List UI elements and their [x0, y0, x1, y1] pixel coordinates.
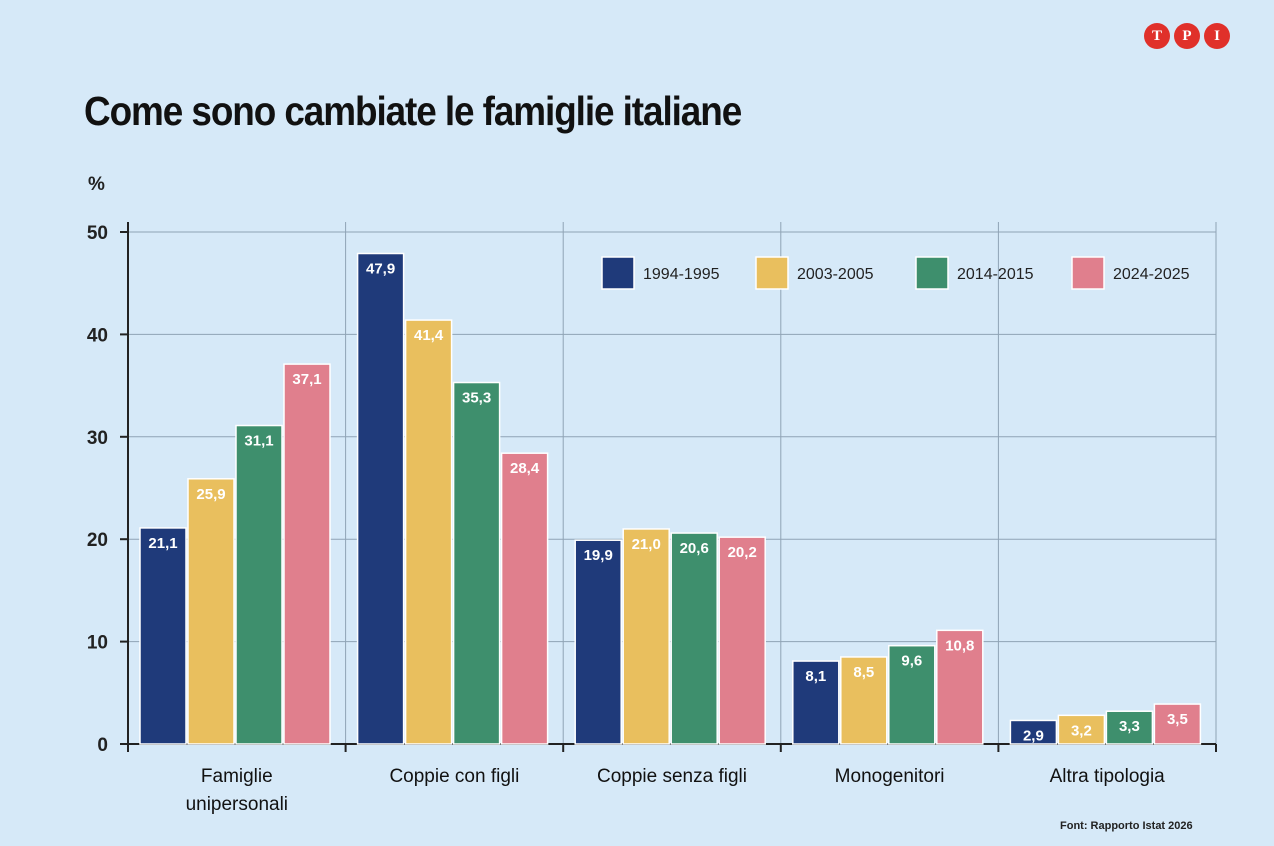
bar [1105, 710, 1154, 745]
legend-label: 2003-2005 [797, 266, 874, 283]
tpi-logo: T P I [1144, 23, 1230, 49]
legend-label: 2024-2025 [1113, 266, 1190, 283]
bar [404, 319, 453, 745]
x-category-label: Coppie senza figli [597, 766, 747, 787]
bar [840, 656, 888, 745]
bar [622, 528, 670, 745]
bar-value-label: 25,9 [196, 486, 225, 503]
bar-value-label: 20,2 [728, 544, 757, 561]
bar-value-label: 2,9 [1023, 727, 1044, 744]
bar-value-label: 21,1 [148, 535, 177, 552]
y-axis-unit: % [88, 174, 105, 195]
legend-swatch [915, 256, 949, 290]
x-category-label: Famiglie [201, 766, 273, 787]
bar-value-label: 10,8 [945, 637, 974, 654]
legend-swatch [1071, 256, 1105, 290]
logo-letter-p: P [1174, 23, 1200, 49]
bar-value-label: 21,0 [632, 536, 661, 553]
bar [1057, 714, 1106, 745]
bar [1009, 719, 1058, 745]
bar-value-label: 35,3 [462, 390, 491, 407]
source-note: Font: Rapporto Istat 2026 [1060, 820, 1193, 832]
bar [139, 527, 187, 745]
bar [718, 536, 766, 745]
x-category-label: unipersonali [186, 794, 288, 815]
bar-value-label: 9,6 [901, 653, 922, 670]
legend-swatch [601, 256, 635, 290]
bar [187, 478, 235, 745]
y-tick-label: 20 [87, 530, 108, 551]
chart-title: Come sono cambiate le famiglie italiane [84, 88, 742, 134]
bar-value-label: 37,1 [292, 371, 321, 388]
logo-letter-i: I [1204, 23, 1230, 49]
bar [452, 381, 501, 745]
bar-value-label: 31,1 [244, 433, 273, 450]
bar [283, 363, 331, 745]
legend-label: 2014-2015 [957, 266, 1034, 283]
x-category-label: Altra tipologia [1050, 766, 1166, 787]
bar-value-label: 3,5 [1167, 711, 1188, 728]
bar [1153, 703, 1202, 745]
y-tick-label: 30 [87, 428, 108, 449]
bar [936, 629, 984, 745]
bar [500, 452, 549, 745]
bar-value-label: 3,3 [1119, 718, 1140, 735]
bar [670, 532, 718, 745]
logo-letter-t: T [1144, 23, 1170, 49]
legend-swatch [755, 256, 789, 290]
bar-value-label: 8,5 [853, 664, 874, 681]
bar-value-label: 19,9 [584, 547, 613, 564]
bar [574, 539, 622, 745]
x-category-label: Coppie con figli [389, 766, 519, 787]
y-tick-label: 50 [87, 223, 108, 244]
bar-value-label: 41,4 [414, 327, 444, 344]
bar-value-label: 28,4 [510, 460, 540, 477]
bar [356, 252, 405, 745]
x-category-label: Monogenitori [835, 766, 945, 787]
bar-value-label: 8,1 [805, 668, 826, 685]
y-tick-label: 10 [87, 633, 108, 654]
legend-label: 1994-1995 [643, 266, 720, 283]
bar [792, 660, 840, 745]
bar-value-label: 20,6 [680, 540, 709, 557]
y-tick-label: 0 [97, 735, 108, 756]
y-tick-label: 40 [87, 325, 108, 346]
bar [888, 644, 936, 745]
bar-value-label: 3,2 [1071, 722, 1092, 739]
bar-value-label: 47,9 [366, 261, 395, 278]
bar [235, 424, 283, 745]
